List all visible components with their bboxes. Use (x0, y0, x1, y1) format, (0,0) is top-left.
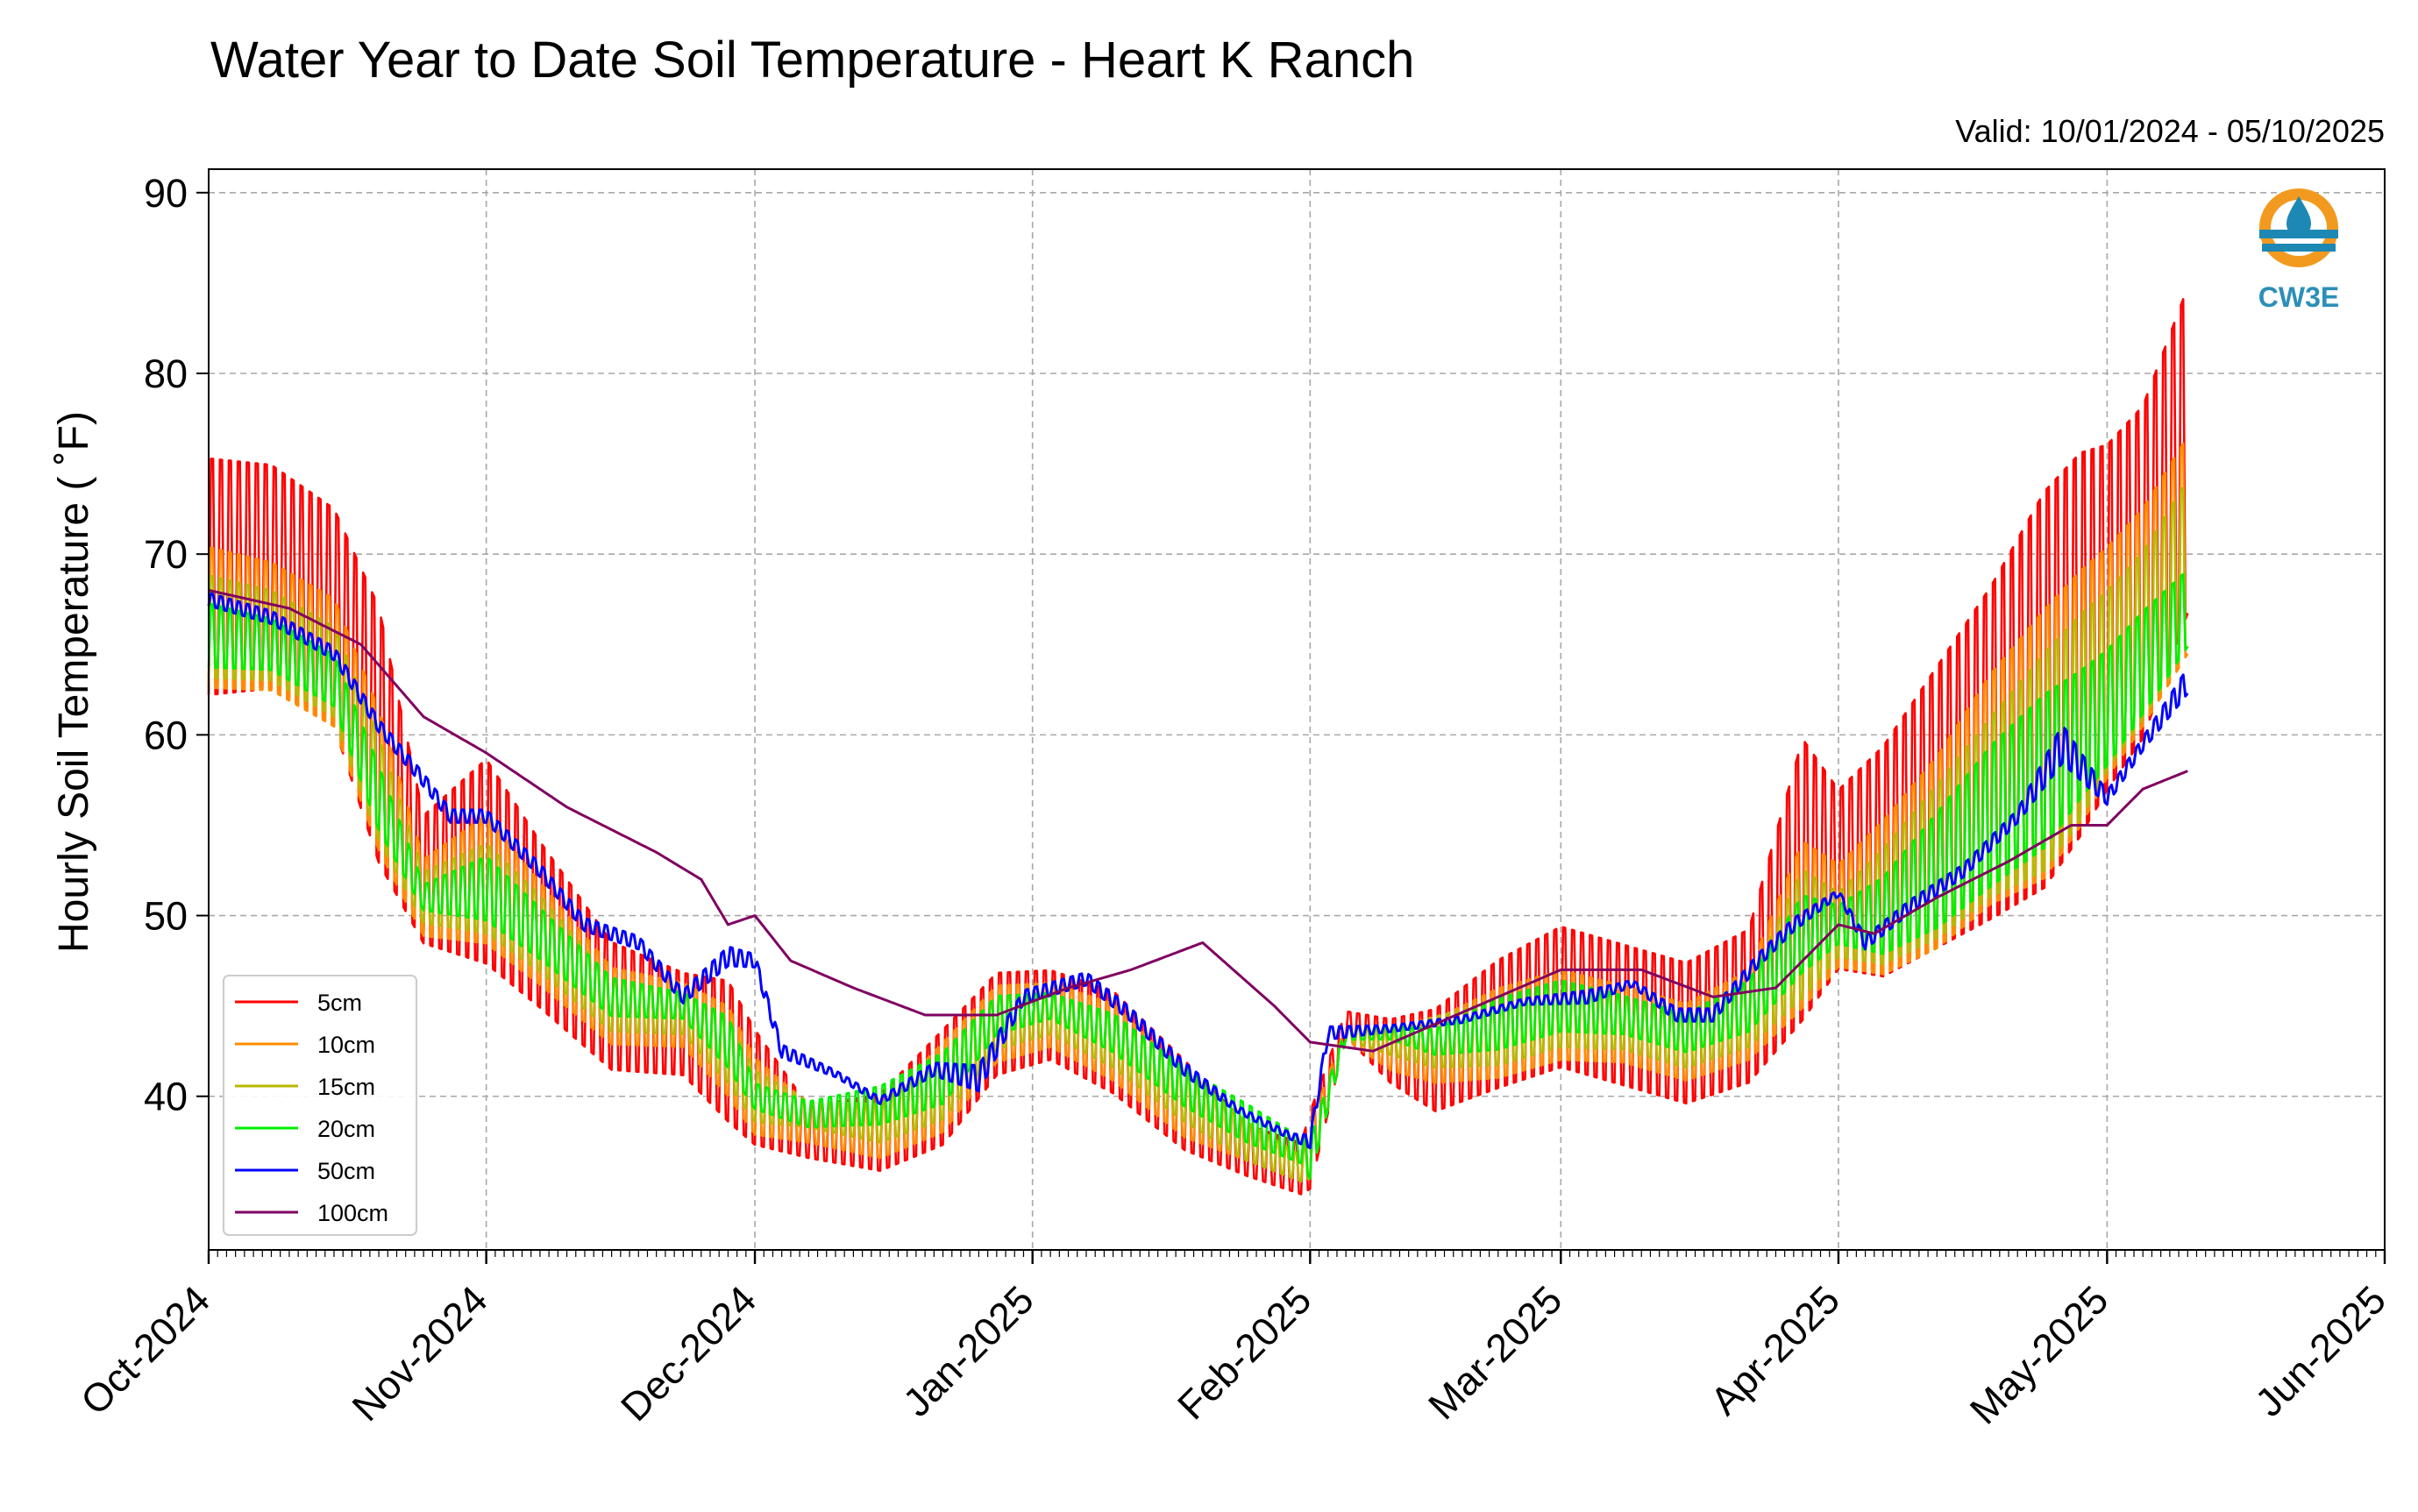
legend-label: 10cm (317, 1032, 375, 1058)
x-tick-labels: Oct-2024 Nov-2024 Dec-2024 Jan-2025 Feb-2025… (72, 1277, 2394, 1433)
logo-text: CW3E (2258, 281, 2339, 313)
y-tick-label: 70 (144, 532, 188, 577)
logo-wave-icon-2 (2262, 244, 2336, 252)
chart-title: Water Year to Date Soil Temperature - He… (210, 32, 1414, 89)
y-tick-label: 60 (144, 713, 188, 757)
y-tick-label: 80 (144, 351, 188, 396)
series-line-50cm (207, 592, 2189, 1150)
plot-frame (208, 168, 2386, 1251)
x-tick-label: Mar-2025 (1419, 1277, 1570, 1428)
x-tick-label: Jan-2025 (894, 1277, 1042, 1425)
y-tick-labels: 40 50 60 70 80 90 (144, 171, 188, 1119)
cw3e-logo: CW3E (2258, 188, 2339, 313)
legend-label: 50cm (317, 1158, 375, 1184)
y-tick-label: 50 (144, 894, 188, 939)
y-axis-label: Hourly Soil Temperature ( ˚F) (51, 411, 97, 953)
x-tick-label: Nov-2024 (344, 1277, 496, 1430)
legend-label: 5cm (317, 990, 362, 1016)
legend-label: 15cm (317, 1074, 375, 1100)
x-tick-label: Jun-2025 (2246, 1277, 2394, 1425)
valid-date-range: Valid: 10/01/2024 - 05/10/2025 (1955, 113, 2385, 149)
legend-label: 100cm (317, 1200, 388, 1226)
legend: 5cm 10cm 15cm 20cm 50cm 100cm (223, 975, 417, 1236)
series-line-100cm (208, 588, 2188, 1053)
axis-ticks (196, 191, 2386, 1264)
y-tick-label: 40 (144, 1075, 188, 1119)
x-tick-label: May-2025 (1961, 1277, 2117, 1433)
legend-label: 20cm (317, 1116, 375, 1142)
y-tick-label: 90 (144, 171, 188, 216)
x-tick-label: Apr-2025 (1702, 1277, 1848, 1423)
series-lines (207, 297, 2189, 1196)
series-line-5cm (207, 297, 2189, 1196)
x-tick-label: Feb-2025 (1169, 1277, 1319, 1428)
x-tick-label: Dec-2024 (612, 1277, 765, 1430)
x-tick-label: Oct-2024 (72, 1277, 218, 1423)
logo-drop-icon (2286, 196, 2311, 237)
series-line-20cm (207, 572, 2189, 1181)
